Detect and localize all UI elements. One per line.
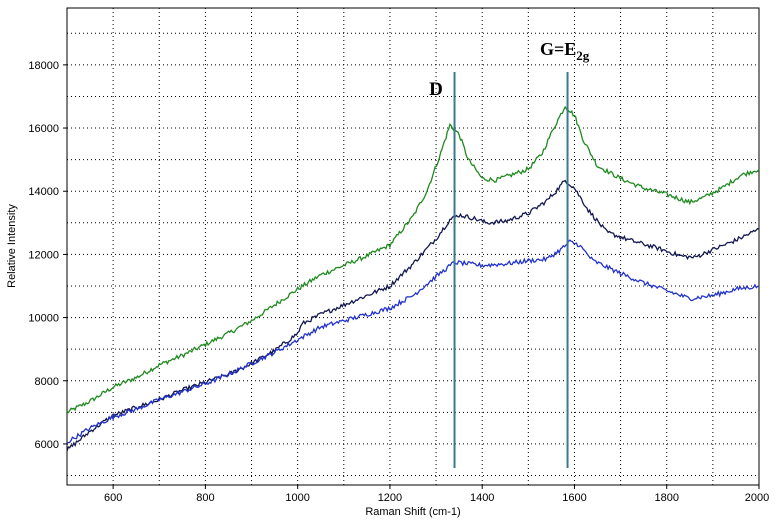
y-tick-label: 6000	[35, 439, 59, 451]
y-tick-label: 10000	[28, 313, 59, 325]
x-tick-label: 1600	[562, 492, 586, 504]
x-axis-title: Raman Shift (cm-1)	[365, 506, 460, 518]
x-tick-label: 1800	[654, 492, 678, 504]
tick-layer: 600 800 1000 1200 1400 1600 1800 2000 6000 8000 10…	[28, 60, 769, 504]
series-layer	[66, 105, 760, 452]
y-tick-label: 14000	[28, 186, 59, 198]
spectrum-series-line-1	[66, 105, 760, 414]
plot-frame	[66, 7, 760, 486]
peak-label-g-main: G=E	[540, 39, 576, 59]
peak-label-g-subscript: 2g	[576, 48, 590, 63]
marker-layer	[453, 72, 569, 468]
x-tick-label: 1000	[285, 492, 309, 504]
grid-layer	[67, 8, 759, 485]
y-tick-label: 18000	[28, 60, 59, 72]
y-tick-label: 16000	[28, 123, 59, 135]
x-tick-label: 600	[104, 492, 122, 504]
x-tick-label: 1400	[470, 492, 494, 504]
spectrum-series-line-3	[66, 239, 760, 444]
x-tick-label: 2000	[745, 492, 769, 504]
y-tick-label: 8000	[35, 376, 59, 388]
spectrum-series-line-2	[66, 179, 760, 452]
peak-label-d: D	[429, 79, 443, 100]
x-tick-label: 1200	[378, 492, 402, 504]
x-tick-label: 800	[196, 492, 214, 504]
y-tick-label: 12000	[28, 249, 59, 261]
peak-label-g: G=E2g	[540, 39, 590, 63]
y-axis-title: Relative Intensity	[6, 204, 18, 288]
